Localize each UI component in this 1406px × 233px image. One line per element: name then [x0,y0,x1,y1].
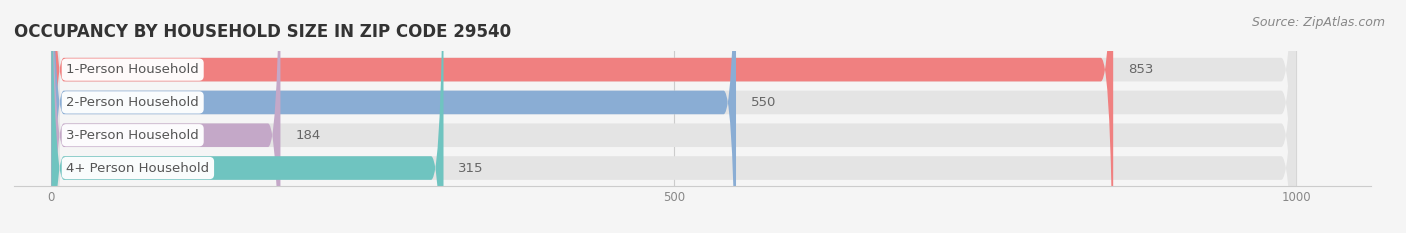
Text: 1-Person Household: 1-Person Household [66,63,200,76]
Text: 550: 550 [751,96,776,109]
Text: Source: ZipAtlas.com: Source: ZipAtlas.com [1251,16,1385,29]
FancyBboxPatch shape [52,0,735,233]
Text: 853: 853 [1128,63,1153,76]
FancyBboxPatch shape [52,0,1296,233]
FancyBboxPatch shape [52,0,1296,233]
Text: 2-Person Household: 2-Person Household [66,96,200,109]
FancyBboxPatch shape [52,0,443,233]
FancyBboxPatch shape [52,0,280,233]
FancyBboxPatch shape [52,0,1296,233]
FancyBboxPatch shape [52,0,1296,233]
Text: 3-Person Household: 3-Person Household [66,129,200,142]
Text: OCCUPANCY BY HOUSEHOLD SIZE IN ZIP CODE 29540: OCCUPANCY BY HOUSEHOLD SIZE IN ZIP CODE … [14,23,512,41]
Text: 4+ Person Household: 4+ Person Household [66,161,209,175]
FancyBboxPatch shape [52,0,1114,233]
Text: 315: 315 [458,161,484,175]
Text: 184: 184 [295,129,321,142]
